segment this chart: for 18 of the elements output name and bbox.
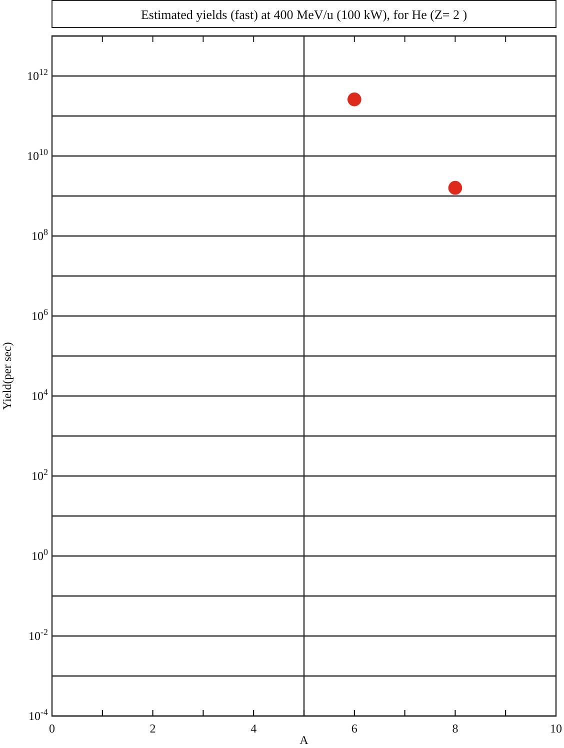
x-tick-label: 6	[351, 722, 358, 736]
x-tick-label: 2	[150, 722, 156, 736]
x-tick-label: 0	[49, 722, 55, 736]
y-tick-label: 10$^{8}$	[32, 227, 48, 243]
y-axis-title: Yield(per sec)	[0, 342, 14, 410]
y-tick-label: 10$^{2}$	[32, 467, 48, 483]
x-tick-label: 8	[452, 722, 458, 736]
y-tick-label: 10$^{0}$	[32, 547, 48, 563]
y-tick-label: 10$^{-2}$	[28, 627, 48, 643]
x-tick-label: 10	[550, 722, 562, 736]
y-tick-label: 10$^{6}$	[32, 307, 48, 323]
y-tick-label: 10$^{-4}$	[28, 707, 48, 723]
y-tick-label: 10$^{12}$	[27, 67, 48, 83]
y-tick-label: 10$^{10}$	[27, 147, 48, 163]
chart-title: Estimated yields (fast) at 400 MeV/u (100 kW), for He (Z= 2 )	[140, 7, 468, 22]
x-tick-label: 4	[250, 722, 257, 736]
y-tick-label: 10$^{4}$	[32, 387, 48, 403]
x-axis-title: A	[300, 733, 309, 747]
